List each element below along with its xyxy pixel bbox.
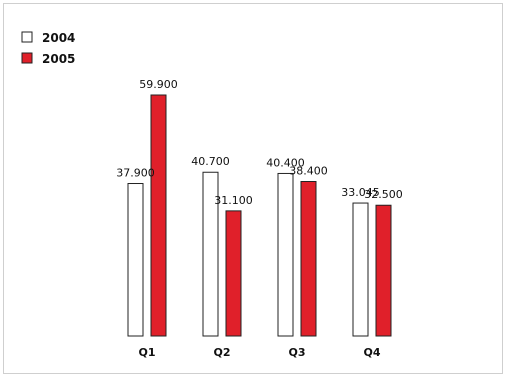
x-tick-Q4: Q4	[363, 346, 380, 359]
legend-swatch-2004	[21, 31, 33, 43]
value-label-Q2-2005: 31.100	[214, 194, 253, 207]
chart-frame	[3, 3, 503, 374]
bar-Q3-2005	[300, 181, 317, 337]
bars	[127, 94, 392, 337]
value-label-Q2-2004: 40.700	[191, 155, 230, 168]
x-tick-Q1: Q1	[138, 346, 155, 359]
value-label-Q4-2005: 32.500	[364, 188, 403, 201]
legend: 2004 2005	[21, 31, 75, 66]
value-label-Q4-2004: 33.045	[341, 186, 380, 199]
bar-Q1-2005	[150, 94, 167, 337]
bar-Q3-2004	[277, 172, 294, 337]
bar-Q2-2005	[225, 210, 242, 337]
legend-label-2005: 2005	[42, 52, 75, 66]
value-label-Q1-2005: 59.900	[139, 78, 178, 91]
bar-Q4-2004	[352, 202, 369, 337]
value-label-Q1-2004: 37.900	[116, 167, 155, 180]
value-label-Q3-2005: 38.400	[289, 165, 328, 178]
x-tick-Q2: Q2	[213, 346, 230, 359]
bar-Q4-2005	[375, 204, 392, 337]
legend-label-2004: 2004	[42, 31, 75, 45]
x-tick-Q3: Q3	[288, 346, 305, 359]
bar-Q1-2004	[127, 183, 144, 337]
bar-Q2-2004	[202, 171, 219, 337]
value-label-Q3-2004: 40.400	[266, 156, 305, 169]
legend-swatch-2005	[21, 52, 33, 64]
x-tick-labels: Q1 Q2 Q3 Q4	[138, 346, 380, 359]
